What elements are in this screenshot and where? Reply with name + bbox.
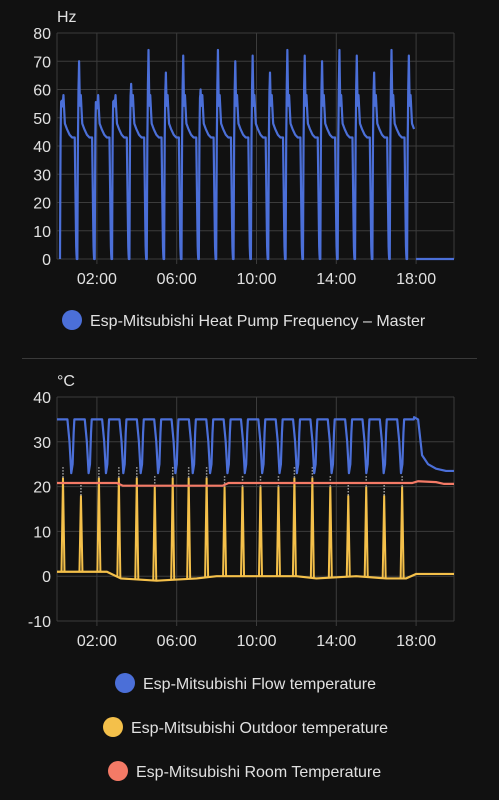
outdoor-spike xyxy=(152,486,158,581)
x-tick-label: 10:00 xyxy=(236,271,276,288)
legend-swatch-frequency[interactable] xyxy=(62,310,82,330)
chart1-grid xyxy=(56,32,455,264)
chart1-y-axis: 80 70 60 50 40 30 20 10 0 xyxy=(33,26,51,269)
series-line-room xyxy=(57,480,454,487)
y-tick-label: 30 xyxy=(33,167,51,184)
frequency-chart: Hz 80 70 60 50 40 30 20 10 0 02:00 06:00 10:00 14:0… xyxy=(33,9,455,330)
y-tick-label: 0 xyxy=(42,569,51,586)
outdoor-spike xyxy=(60,477,66,572)
outdoor-spike xyxy=(291,477,297,577)
legend-swatch-outdoor[interactable] xyxy=(103,717,123,737)
x-tick-label: 18:00 xyxy=(396,271,436,288)
y-tick-label: 40 xyxy=(33,139,51,156)
legend-swatch-flow[interactable] xyxy=(115,673,135,693)
y-tick-label: 70 xyxy=(33,54,51,71)
y-tick-label: 10 xyxy=(33,224,51,241)
y-tick-label: 30 xyxy=(33,435,51,452)
x-tick-label: 14:00 xyxy=(316,633,356,650)
outdoor-spike xyxy=(204,477,210,578)
outdoor-spike xyxy=(275,486,281,577)
x-tick-label: 06:00 xyxy=(157,271,197,288)
chart1-unit-label: Hz xyxy=(57,9,77,26)
outdoor-spike xyxy=(381,495,387,579)
x-tick-label: 18:00 xyxy=(396,633,436,650)
y-tick-label: 20 xyxy=(33,196,51,213)
x-tick-label: 06:00 xyxy=(157,633,197,650)
chart2-unit-label: °C xyxy=(57,373,75,390)
outdoor-spike xyxy=(116,477,122,578)
outdoor-spike xyxy=(309,477,315,579)
series-line-outdoor xyxy=(57,570,454,582)
series-line-frequency xyxy=(58,48,416,261)
outdoor-spike xyxy=(78,495,84,572)
x-tick-label: 14:00 xyxy=(316,271,356,288)
chart2-y-axis: 40 30 20 10 0 -10 xyxy=(28,390,51,631)
outdoor-spike xyxy=(257,486,263,577)
chart1-x-axis: 02:00 06:00 10:00 14:00 18:00 xyxy=(77,271,436,288)
y-tick-label: 40 xyxy=(33,390,51,407)
legend-label-room[interactable]: Esp-Mitsubishi Room Temperature xyxy=(136,764,381,781)
chart2-legend[interactable]: Esp-Mitsubishi Flow temperature Esp-Mits… xyxy=(103,673,388,781)
chart2-x-axis: 02:00 06:00 10:00 14:00 18:00 xyxy=(77,633,436,650)
chart-divider xyxy=(22,358,477,359)
y-tick-label: 20 xyxy=(33,480,51,497)
legend-label-outdoor[interactable]: Esp-Mitsubishi Outdoor temperature xyxy=(131,720,388,737)
outdoor-spike xyxy=(170,477,176,580)
chart2-grid xyxy=(56,396,455,626)
outdoor-spike xyxy=(399,486,405,579)
x-tick-label: 02:00 xyxy=(77,633,117,650)
x-tick-label: 02:00 xyxy=(77,271,117,288)
outdoor-spike xyxy=(134,477,140,580)
outdoor-spike xyxy=(186,477,192,579)
chart2-series xyxy=(56,416,454,582)
outdoor-spike xyxy=(222,486,228,577)
outdoor-spike xyxy=(363,486,369,577)
outdoor-spike xyxy=(96,477,102,572)
outdoor-spike xyxy=(345,495,351,577)
y-tick-label: 80 xyxy=(33,26,51,43)
chart1-series xyxy=(58,48,454,261)
temperature-chart: °C 40 30 20 10 0 -10 02:00 06:00 10:00 14:00 18:0… xyxy=(28,373,455,781)
legend-label-flow[interactable]: Esp-Mitsubishi Flow temperature xyxy=(143,676,376,693)
series-line-flow xyxy=(56,416,454,475)
y-tick-label: 50 xyxy=(33,111,51,128)
chart1-legend[interactable]: Esp-Mitsubishi Heat Pump Frequency – Mas… xyxy=(62,310,426,330)
legend-swatch-room[interactable] xyxy=(108,761,128,781)
outdoor-spike xyxy=(240,486,246,577)
outdoor-spike xyxy=(327,486,333,578)
y-tick-label: 10 xyxy=(33,524,51,541)
legend-label-frequency[interactable]: Esp-Mitsubishi Heat Pump Frequency – Mas… xyxy=(90,313,426,330)
y-tick-label: 0 xyxy=(42,252,51,269)
y-tick-label: -10 xyxy=(28,614,51,631)
x-tick-label: 10:00 xyxy=(236,633,276,650)
y-tick-label: 60 xyxy=(33,83,51,100)
